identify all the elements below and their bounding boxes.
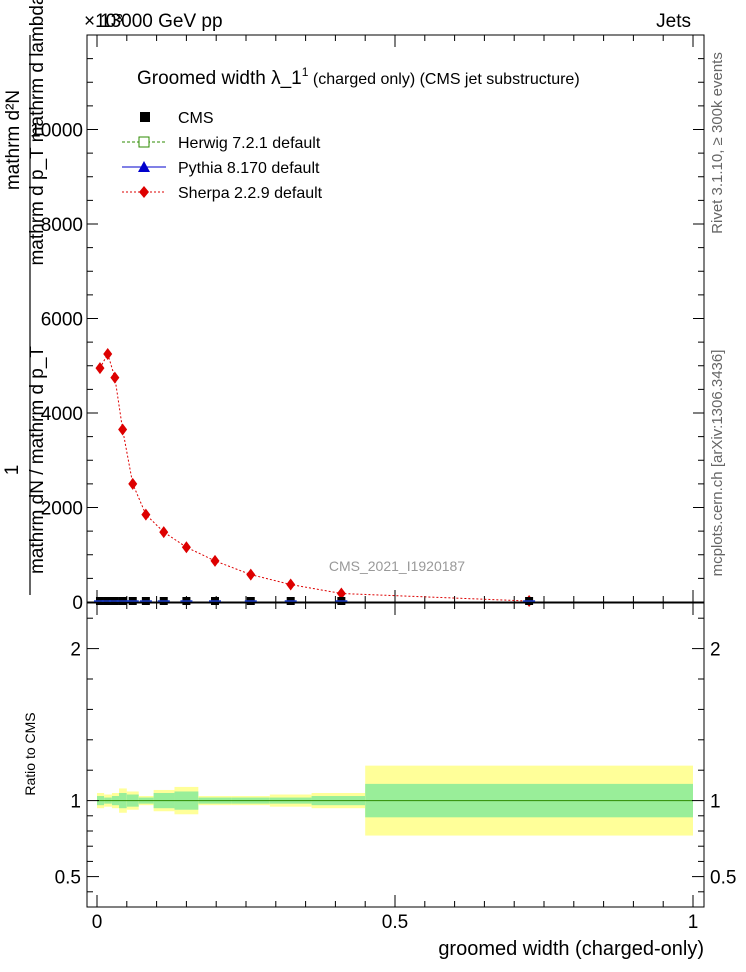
legend-entry-sherpa: Sherpa 2.2.9 default — [122, 185, 323, 202]
main-y-tick-label: 6000 — [41, 310, 83, 331]
sherpa-point — [128, 477, 138, 490]
ratio-y-tick-label-right: 2 — [710, 640, 721, 661]
ratio-panel: 0.5 0.5 1 1 2 2 — [55, 602, 736, 908]
sherpa-point — [159, 526, 169, 539]
ratio-y-tick-label-right: 0.5 — [710, 868, 736, 889]
x-tick-labels: 0 0.5 1 — [92, 912, 699, 933]
y-label-denominator-top: mathrm d p_T mathrm d lambda — [27, 0, 48, 266]
sherpa-point — [95, 362, 105, 375]
cms-points — [93, 597, 536, 605]
legend-entry-herwig: Herwig 7.2.1 default — [122, 135, 321, 152]
legend-label-cms: CMS — [178, 110, 214, 127]
sherpa-point — [118, 423, 128, 436]
sherpa-point — [181, 541, 191, 554]
legend-marker-pythia — [138, 161, 150, 172]
legend-marker-herwig — [138, 136, 150, 148]
legend-marker-sherpa — [139, 186, 149, 198]
legend-entry-pythia: Pythia 8.170 default — [122, 160, 320, 177]
sherpa-point — [210, 554, 220, 567]
y-label-denominator-bottom: mathrm dN / mathrm d p_T — [27, 346, 48, 574]
ratio-y-tick-label: 2 — [70, 640, 81, 661]
sherpa-point — [141, 508, 151, 521]
ratio-bands — [97, 765, 693, 836]
main-y-tick-label: 2000 — [41, 499, 83, 520]
legend-label-herwig: Herwig 7.2.1 default — [178, 135, 321, 152]
sherpa-points — [95, 347, 534, 608]
chart-title-sup: 1 — [302, 65, 309, 79]
ratio-y-tick-label-right: 1 — [710, 792, 721, 813]
ratio-x-ticks — [96, 603, 694, 907]
chart-title-main: Groomed width λ_1 — [137, 68, 302, 89]
ratio-y-tick-label: 0.5 — [55, 868, 81, 889]
sherpa-point — [286, 578, 296, 591]
main-y-tick-label: 8000 — [41, 215, 83, 236]
main-y-ticks: 0 2000 4000 6000 8000 10000 — [30, 58, 704, 614]
main-x-ticks — [96, 35, 694, 602]
ratio-y-tick-label: 1 — [70, 792, 81, 813]
x-axis-label: groomed width (charged-only) — [438, 938, 704, 960]
sherpa-point — [246, 568, 256, 581]
legend: CMS Herwig 7.2.1 default Pythia 8.170 de… — [122, 110, 323, 202]
mcplots-label: mcplots.cern.ch [arXiv:1306.3436] — [709, 350, 726, 577]
sherpa-point — [336, 587, 346, 600]
main-y-tick-label: 0 — [72, 593, 83, 614]
ratio-frame — [86, 602, 705, 908]
y-label-numerator: mathrm d²N — [3, 90, 24, 190]
legend-label-pythia: Pythia 8.170 default — [178, 160, 320, 177]
collision-label: 13000 GeV pp — [100, 11, 223, 32]
analysis-watermark: CMS_2021_I1920187 — [329, 558, 465, 574]
ratio-axis-label: Ratio to CMS — [22, 712, 38, 795]
y-label-one: 1 — [2, 465, 23, 476]
rivet-label: Rivet 3.1.10, ≥ 300k events — [709, 52, 726, 234]
ratio-y-ticks: 0.5 0.5 1 1 2 2 — [55, 617, 736, 893]
y-axis-label: 1 mathrm d²N mathrm d p_T mathrm d lambd… — [2, 0, 48, 595]
sherpa-point — [110, 371, 120, 384]
x-tick-label: 0.5 — [382, 912, 408, 933]
jets-label: Jets — [656, 11, 691, 32]
legend-entry-cms: CMS — [140, 110, 214, 127]
x-tick-label: 1 — [688, 912, 699, 933]
legend-marker-cms — [140, 112, 150, 122]
legend-label-sherpa: Sherpa 2.2.9 default — [178, 185, 323, 202]
sherpa-point — [103, 347, 113, 360]
main-panel: 0 2000 4000 6000 8000 10000 — [30, 34, 705, 614]
x-tick-label: 0 — [92, 912, 103, 933]
chart-title: Groomed width λ_11 (charged only) (CMS j… — [137, 65, 580, 89]
main-y-tick-label: 10000 — [30, 121, 83, 142]
chart-title-suffix: (charged only) (CMS jet substructure) — [308, 71, 579, 88]
main-y-tick-label: 4000 — [41, 404, 83, 425]
exponent-label: ×10³ — [84, 11, 123, 32]
